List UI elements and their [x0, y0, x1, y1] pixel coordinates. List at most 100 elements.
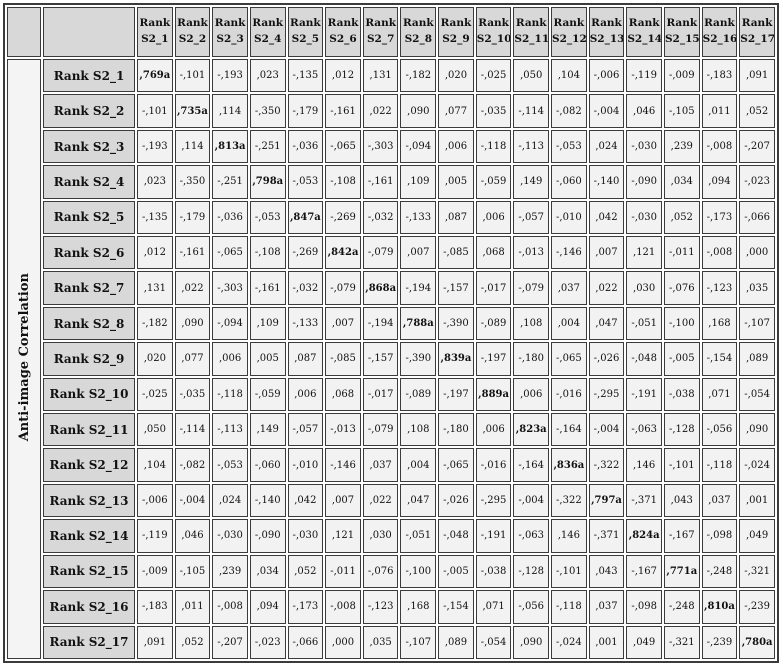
data-cell-diagonal: ,839a: [438, 342, 474, 376]
data-cell: ,087: [438, 200, 474, 235]
data-cell: -,079: [325, 271, 361, 305]
table-row-13: Rank S2_13 -,006 -,004,024 -,140,042,007,02…: [7, 483, 775, 518]
column-header-17: Rank S2_17: [739, 7, 775, 57]
data-cell: -,085: [438, 236, 474, 270]
data-cell: ,121: [626, 236, 662, 270]
data-cell: ,001: [739, 483, 775, 518]
table-row-6: Rank S2_6,012 -,161 -,065 -,108 -,269,842a -,…: [7, 236, 775, 270]
data-cell: ,071: [475, 590, 512, 624]
row-header-5: Rank S2_5: [43, 200, 135, 235]
column-header-16: Rank S2_16: [701, 7, 738, 57]
data-cell: -,030: [287, 519, 324, 553]
row-group-label: Anti-image Correlation: [16, 272, 32, 442]
data-cell: -,322: [551, 483, 587, 518]
data-cell-diagonal: ,813a: [212, 129, 248, 164]
data-cell: -,035: [475, 94, 512, 128]
data-cell: ,000: [739, 236, 775, 270]
data-cell: -,059: [475, 165, 512, 199]
data-cell: -,010: [551, 200, 587, 235]
data-cell: -,065: [551, 342, 587, 376]
data-cell: -,133: [400, 200, 437, 235]
data-cell: ,034: [249, 554, 286, 589]
data-cell: -,082: [551, 94, 587, 128]
data-cell: ,043: [663, 483, 700, 518]
data-cell: ,089: [438, 625, 474, 659]
data-cell: -,011: [325, 554, 361, 589]
data-cell: -,194: [400, 271, 437, 305]
data-cell: ,104: [551, 59, 587, 93]
data-cell: -,048: [626, 342, 662, 376]
data-cell: ,077: [174, 342, 211, 376]
data-cell: -,371: [626, 483, 662, 518]
data-cell: ,007: [325, 483, 361, 518]
data-cell: -,182: [137, 306, 173, 341]
data-cell: ,077: [438, 94, 474, 128]
data-cell: ,024: [212, 483, 248, 518]
data-cell: ,146: [551, 519, 587, 553]
data-cell: ,001: [588, 625, 625, 659]
data-cell: ,022: [362, 94, 399, 128]
row-header-10: Rank S2_10: [43, 377, 135, 412]
column-header-6: Rank S2_6: [325, 7, 361, 57]
row-header-6: Rank S2_6: [43, 236, 135, 270]
data-cell: ,022: [362, 483, 399, 518]
data-cell: -,094: [212, 306, 248, 341]
data-cell: ,104: [137, 448, 173, 482]
data-cell: ,109: [400, 165, 437, 199]
table-row-17: Rank S2_17,091,052 -,207 -,023 -,066,000,03…: [7, 625, 775, 659]
data-cell: ,007: [400, 236, 437, 270]
data-cell: -,098: [626, 590, 662, 624]
row-group-label-cell: Anti-image Correlation: [7, 59, 41, 659]
column-header-9: Rank S2_9: [438, 7, 474, 57]
column-header-3: Rank S2_3: [212, 7, 248, 57]
row-header-4: Rank S2_4: [43, 165, 135, 199]
data-cell: -,179: [287, 94, 324, 128]
data-cell: ,090: [400, 94, 437, 128]
data-cell: -,161: [325, 94, 361, 128]
data-cell-diagonal: ,780a: [739, 625, 775, 659]
data-cell: ,034: [663, 165, 700, 199]
data-cell: -,164: [551, 413, 587, 447]
data-cell: -,089: [400, 377, 437, 412]
row-header-12: Rank S2_12: [43, 448, 135, 482]
data-cell: -,054: [739, 377, 775, 412]
row-header-14: Rank S2_14: [43, 519, 135, 553]
data-cell: -,182: [400, 59, 437, 93]
data-cell: -,063: [626, 413, 662, 447]
data-cell: -,167: [663, 519, 700, 553]
data-cell: -,105: [174, 554, 211, 589]
data-cell: -,248: [663, 590, 700, 624]
data-cell: ,012: [325, 59, 361, 93]
data-cell: -,006: [588, 59, 625, 93]
data-cell: ,090: [513, 625, 550, 659]
data-cell: -,017: [362, 377, 399, 412]
data-cell: -,167: [626, 554, 662, 589]
data-cell: -,128: [513, 554, 550, 589]
data-cell: -,004: [174, 483, 211, 518]
data-cell: -,024: [739, 448, 775, 482]
data-cell: -,076: [663, 271, 700, 305]
data-cell: -,114: [174, 413, 211, 447]
data-cell: -,183: [137, 590, 173, 624]
data-cell: ,006: [212, 342, 248, 376]
data-cell: -,248: [701, 554, 738, 589]
data-cell: ,049: [739, 519, 775, 553]
data-cell: -,065: [212, 236, 248, 270]
data-cell: -,051: [400, 519, 437, 553]
data-cell: ,022: [588, 271, 625, 305]
row-header-2: Rank S2_2: [43, 94, 135, 128]
data-cell: -,013: [513, 236, 550, 270]
table-row-5: Rank S2_5 -,135 -,179 -,036 -,053,847a -,269-…: [7, 200, 775, 235]
data-cell-diagonal: ,868a: [362, 271, 399, 305]
data-cell: -,056: [701, 413, 738, 447]
data-cell: ,090: [739, 413, 775, 447]
column-header-5: Rank S2_5: [287, 7, 324, 57]
data-cell: ,114: [174, 129, 211, 164]
data-cell: -,057: [513, 200, 550, 235]
data-cell: ,071: [701, 377, 738, 412]
row-header-16: Rank S2_16: [43, 590, 135, 624]
data-cell: -,004: [588, 413, 625, 447]
data-cell: ,037: [551, 271, 587, 305]
data-cell: -,194: [362, 306, 399, 341]
